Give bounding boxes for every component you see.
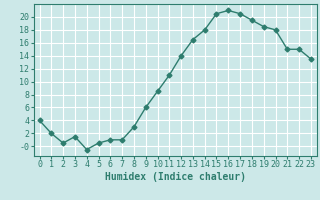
X-axis label: Humidex (Indice chaleur): Humidex (Indice chaleur) bbox=[105, 172, 246, 182]
